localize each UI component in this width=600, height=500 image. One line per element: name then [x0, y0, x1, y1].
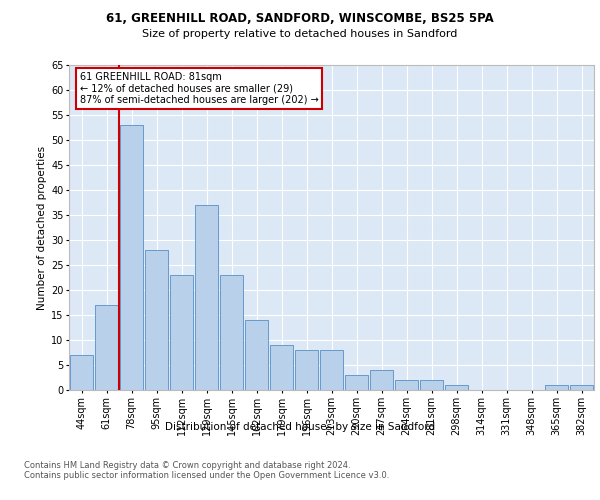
Bar	[70, 355, 93, 390]
Bar	[145, 250, 168, 390]
Bar	[270, 345, 293, 390]
Y-axis label: Number of detached properties: Number of detached properties	[37, 146, 47, 310]
Text: 61, GREENHILL ROAD, SANDFORD, WINSCOMBE, BS25 5PA: 61, GREENHILL ROAD, SANDFORD, WINSCOMBE,…	[106, 12, 494, 26]
Bar	[545, 385, 568, 390]
Text: 61 GREENHILL ROAD: 81sqm
← 12% of detached houses are smaller (29)
87% of semi-d: 61 GREENHILL ROAD: 81sqm ← 12% of detach…	[79, 72, 318, 104]
Bar	[445, 385, 468, 390]
Bar	[420, 380, 443, 390]
Text: Size of property relative to detached houses in Sandford: Size of property relative to detached ho…	[142, 29, 458, 39]
Bar	[195, 205, 218, 390]
Bar	[395, 380, 418, 390]
Bar	[370, 370, 393, 390]
Bar	[295, 350, 318, 390]
Bar	[95, 305, 118, 390]
Bar	[570, 385, 593, 390]
Bar	[320, 350, 343, 390]
Bar	[220, 275, 243, 390]
Text: Contains HM Land Registry data © Crown copyright and database right 2024.
Contai: Contains HM Land Registry data © Crown c…	[24, 460, 389, 480]
Bar	[170, 275, 193, 390]
Bar	[120, 125, 143, 390]
Text: Distribution of detached houses by size in Sandford: Distribution of detached houses by size …	[165, 422, 435, 432]
Bar	[245, 320, 268, 390]
Bar	[345, 375, 368, 390]
